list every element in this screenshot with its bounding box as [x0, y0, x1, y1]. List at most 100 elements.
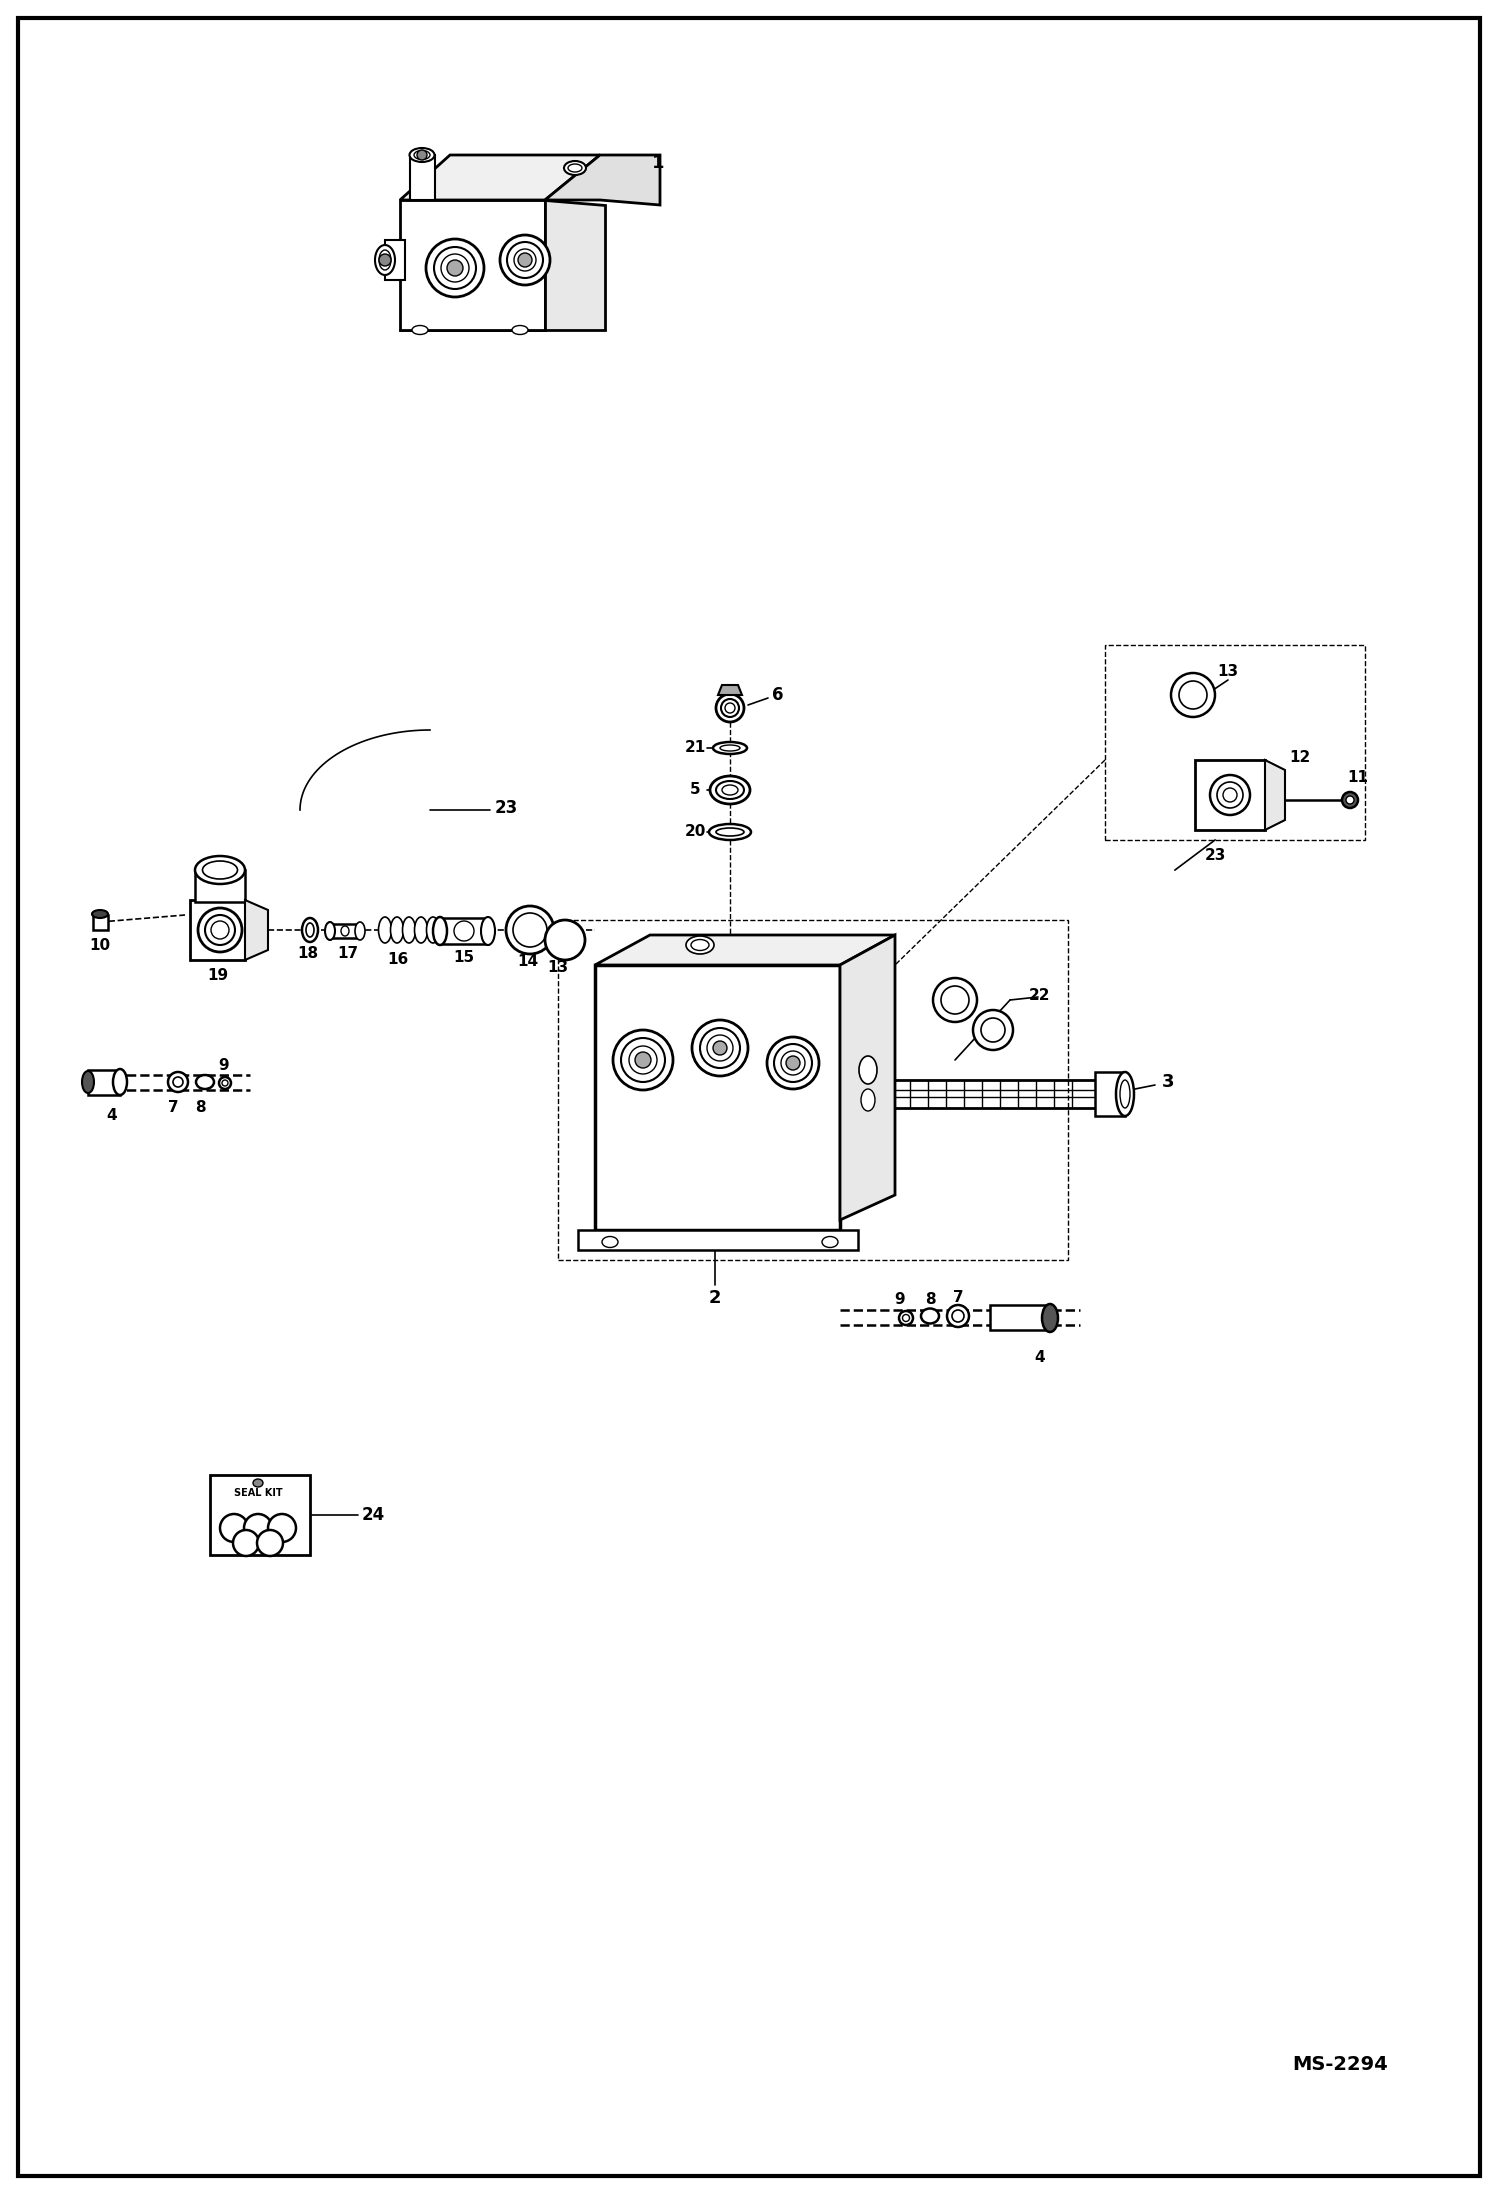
Polygon shape: [990, 1305, 1050, 1330]
Ellipse shape: [721, 746, 740, 750]
Ellipse shape: [858, 1055, 876, 1084]
Ellipse shape: [425, 239, 484, 296]
Ellipse shape: [379, 250, 391, 270]
Ellipse shape: [710, 777, 750, 803]
Ellipse shape: [434, 248, 476, 290]
Polygon shape: [190, 900, 246, 961]
Ellipse shape: [947, 1305, 969, 1327]
Circle shape: [518, 252, 532, 268]
Ellipse shape: [202, 860, 238, 880]
Ellipse shape: [306, 924, 315, 937]
Ellipse shape: [725, 702, 736, 713]
Text: 7: 7: [168, 1101, 178, 1115]
Text: 14: 14: [517, 954, 539, 970]
Ellipse shape: [692, 1020, 748, 1075]
Ellipse shape: [440, 255, 469, 283]
Bar: [1106, 645, 1365, 840]
Text: 24: 24: [361, 1505, 385, 1525]
Text: 20: 20: [685, 825, 706, 840]
Ellipse shape: [899, 1312, 912, 1325]
Ellipse shape: [902, 1314, 909, 1321]
Polygon shape: [595, 965, 840, 1231]
Polygon shape: [718, 685, 742, 695]
Ellipse shape: [91, 911, 108, 917]
Ellipse shape: [700, 1029, 740, 1068]
Ellipse shape: [172, 1077, 183, 1086]
Text: 3: 3: [1162, 1073, 1174, 1090]
Ellipse shape: [709, 825, 750, 840]
Ellipse shape: [325, 921, 336, 939]
Text: 17: 17: [337, 946, 358, 961]
Ellipse shape: [500, 235, 550, 285]
Polygon shape: [88, 1071, 120, 1095]
Ellipse shape: [253, 1479, 264, 1488]
Ellipse shape: [514, 248, 536, 272]
Ellipse shape: [767, 1038, 819, 1088]
Polygon shape: [595, 935, 894, 965]
Ellipse shape: [780, 1051, 804, 1075]
Ellipse shape: [413, 151, 430, 160]
Text: 8: 8: [924, 1292, 935, 1308]
Ellipse shape: [1342, 792, 1359, 807]
Circle shape: [941, 985, 969, 1014]
Polygon shape: [195, 871, 246, 902]
Ellipse shape: [112, 1068, 127, 1095]
Circle shape: [220, 1514, 249, 1542]
Ellipse shape: [568, 165, 583, 171]
Text: 1: 1: [652, 154, 664, 171]
Ellipse shape: [545, 919, 586, 961]
Text: 12: 12: [1290, 750, 1311, 766]
Ellipse shape: [427, 917, 439, 943]
Ellipse shape: [403, 917, 415, 943]
Ellipse shape: [506, 906, 554, 954]
Ellipse shape: [391, 917, 403, 943]
Ellipse shape: [822, 1237, 837, 1248]
Ellipse shape: [195, 856, 246, 884]
Circle shape: [244, 1514, 273, 1542]
Ellipse shape: [506, 241, 542, 279]
Circle shape: [786, 1055, 800, 1071]
Ellipse shape: [512, 913, 547, 948]
Ellipse shape: [713, 742, 748, 755]
Polygon shape: [330, 924, 360, 939]
Circle shape: [981, 1018, 1005, 1042]
Ellipse shape: [629, 1047, 658, 1075]
Text: 9: 9: [894, 1292, 905, 1308]
Text: 5: 5: [689, 783, 700, 796]
Circle shape: [379, 255, 391, 265]
Circle shape: [416, 149, 427, 160]
Ellipse shape: [82, 1071, 94, 1093]
Polygon shape: [400, 200, 545, 329]
Text: 9: 9: [219, 1058, 229, 1073]
Circle shape: [974, 1009, 1013, 1051]
Ellipse shape: [512, 325, 527, 333]
Polygon shape: [210, 1474, 310, 1556]
Ellipse shape: [722, 785, 739, 794]
Polygon shape: [410, 156, 434, 200]
Circle shape: [446, 261, 463, 276]
Text: 4: 4: [1035, 1352, 1046, 1365]
Text: 13: 13: [547, 961, 569, 976]
Ellipse shape: [379, 917, 391, 943]
Ellipse shape: [622, 1038, 665, 1082]
Ellipse shape: [205, 915, 235, 946]
Ellipse shape: [613, 1029, 673, 1090]
Text: 18: 18: [298, 946, 319, 961]
Text: 19: 19: [207, 968, 229, 983]
Ellipse shape: [602, 1237, 619, 1248]
Text: 7: 7: [953, 1290, 963, 1305]
Text: 21: 21: [685, 742, 706, 755]
Text: 22: 22: [1029, 987, 1050, 1003]
Text: 8: 8: [195, 1099, 205, 1115]
Polygon shape: [400, 156, 601, 200]
Circle shape: [258, 1529, 283, 1556]
Ellipse shape: [1347, 796, 1354, 803]
Ellipse shape: [409, 147, 434, 162]
Ellipse shape: [1216, 781, 1243, 807]
Text: 10: 10: [90, 937, 111, 952]
Polygon shape: [1264, 759, 1285, 829]
Polygon shape: [545, 156, 661, 204]
Text: 2: 2: [709, 1290, 721, 1308]
Ellipse shape: [454, 921, 473, 941]
Circle shape: [1171, 674, 1215, 717]
